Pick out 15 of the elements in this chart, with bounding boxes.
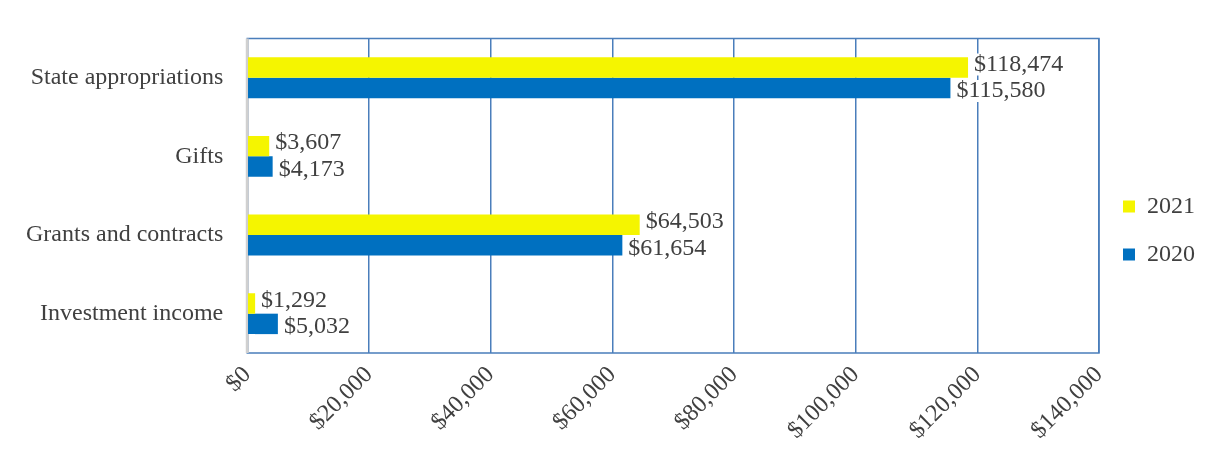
data-label: $61,654 bbox=[628, 233, 707, 260]
legend-label: 2020 bbox=[1147, 239, 1195, 266]
data-label: $3,607 bbox=[275, 128, 342, 155]
data-label: $115,580 bbox=[956, 76, 1046, 103]
y-tick-label: State appropriations bbox=[30, 63, 224, 90]
y-tick-label: Gifts bbox=[175, 141, 224, 168]
y-tick-label: Grants and contracts bbox=[26, 220, 224, 247]
x-tick-label: $0 bbox=[219, 360, 256, 397]
legend-label: 2021 bbox=[1147, 191, 1195, 218]
data-label: $118,474 bbox=[974, 49, 1064, 76]
data-label: $4,173 bbox=[278, 154, 345, 181]
data-label: $64,503 bbox=[645, 207, 724, 234]
data-label: $1,292 bbox=[261, 285, 328, 312]
data-label: $5,032 bbox=[283, 312, 350, 339]
y-tick-label: Investment income bbox=[39, 298, 224, 325]
